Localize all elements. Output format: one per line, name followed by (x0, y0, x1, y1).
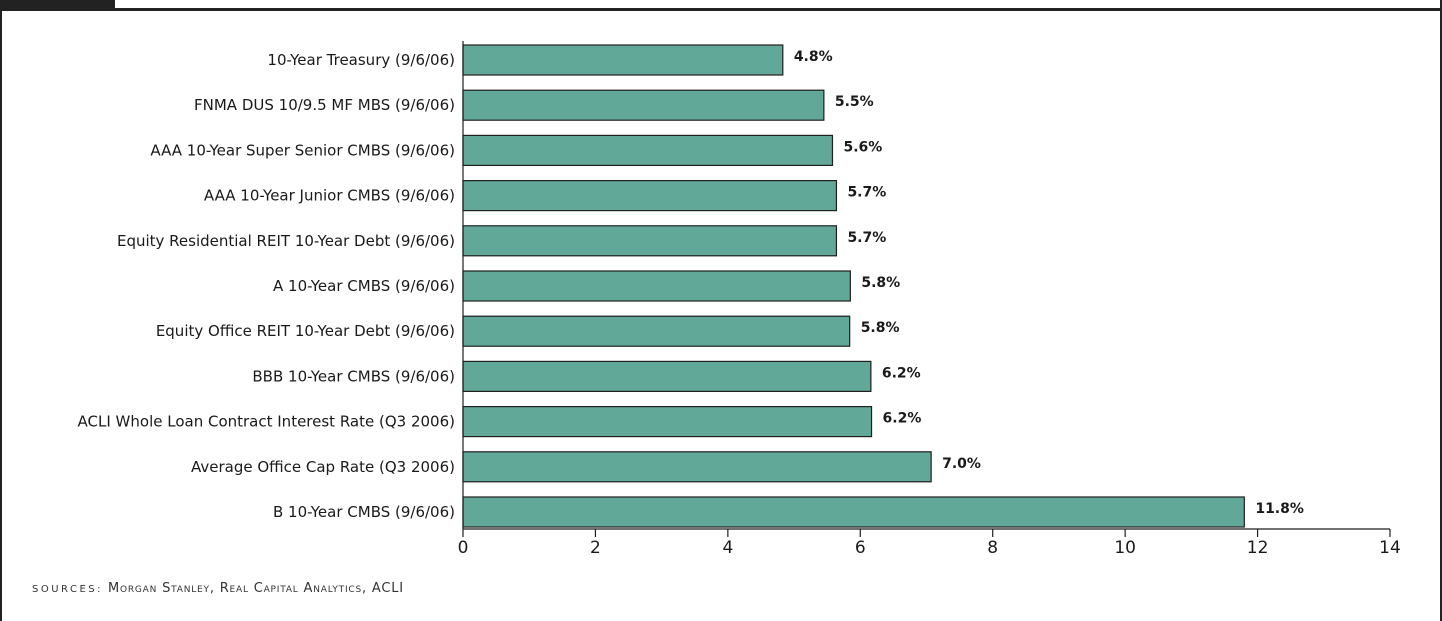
sources-note: sources: Morgan Stanley, Real Capital An… (32, 581, 404, 596)
bar (462, 270, 851, 302)
data-label: 5.7% (847, 185, 886, 201)
bar (462, 315, 851, 347)
x-tick-label: 2 (590, 538, 601, 558)
category-label: FNMA DUS 10/9.5 MF MBS (9/6/06) (194, 96, 455, 114)
data-label: 5.8% (861, 320, 900, 336)
bar (462, 360, 872, 392)
data-label: 5.5% (835, 94, 874, 110)
category-label: BBB 10-Year CMBS (9/6/06) (252, 367, 455, 385)
bar (462, 89, 825, 121)
category-label: Equity Residential REIT 10-Year Debt (9/… (117, 232, 455, 250)
category-label: ACLI Whole Loan Contract Interest Rate (… (78, 413, 455, 431)
category-label: 10-Year Treasury (9/6/06) (267, 51, 455, 69)
sources-lead: sources: (32, 584, 104, 595)
data-label: 5.6% (843, 139, 882, 155)
data-label: 6.2% (882, 365, 921, 381)
category-label: AAA 10-Year Junior CMBS (9/6/06) (204, 187, 455, 205)
category-labels: 10-Year Treasury (9/6/06) FNMA DUS 10/9.5… (78, 51, 455, 521)
bar (462, 451, 932, 483)
bar (462, 180, 838, 212)
data-label: 5.8% (861, 275, 900, 291)
top-rule (0, 8, 1442, 11)
x-tick-label: 12 (1247, 538, 1269, 558)
bar (462, 225, 838, 257)
data-label: 4.8% (794, 49, 833, 65)
x-tick-label: 10 (1114, 538, 1136, 558)
data-label: 7.0% (942, 456, 981, 472)
bar (462, 134, 834, 166)
category-label: A 10-Year CMBS (9/6/06) (273, 277, 455, 295)
bar (462, 496, 1245, 528)
category-label: B 10-Year CMBS (9/6/06) (273, 503, 455, 521)
data-label: 5.7% (847, 230, 886, 246)
header-tab (0, 0, 115, 11)
bar (462, 44, 784, 76)
data-label: 6.2% (883, 411, 922, 427)
bar (462, 406, 873, 438)
x-tick-label: 6 (855, 538, 866, 558)
x-tick-label: 14 (1379, 538, 1401, 558)
sources-text: Morgan Stanley, Real Capital Analytics, … (107, 581, 404, 596)
value-labels: 4.8% 5.5% 5.6% 5.7% 5.7% 5.8% 5.8% 6.2% 6.2% 7.0%… (794, 49, 1304, 517)
bars-group (462, 44, 1245, 528)
category-label: Average Office Cap Rate (Q3 2006) (191, 458, 455, 476)
x-tick-label: 8 (987, 538, 998, 558)
category-label: AAA 10-Year Super Senior CMBS (9/6/06) (150, 141, 455, 159)
x-tick-label: 0 (458, 538, 469, 558)
data-label: 11.8% (1255, 501, 1304, 517)
category-label: Equity Office REIT 10-Year Debt (9/6/06) (156, 322, 455, 340)
x-axis: 0 2 4 6 8 10 12 14 (458, 41, 1401, 558)
x-tick-label: 4 (722, 538, 733, 558)
